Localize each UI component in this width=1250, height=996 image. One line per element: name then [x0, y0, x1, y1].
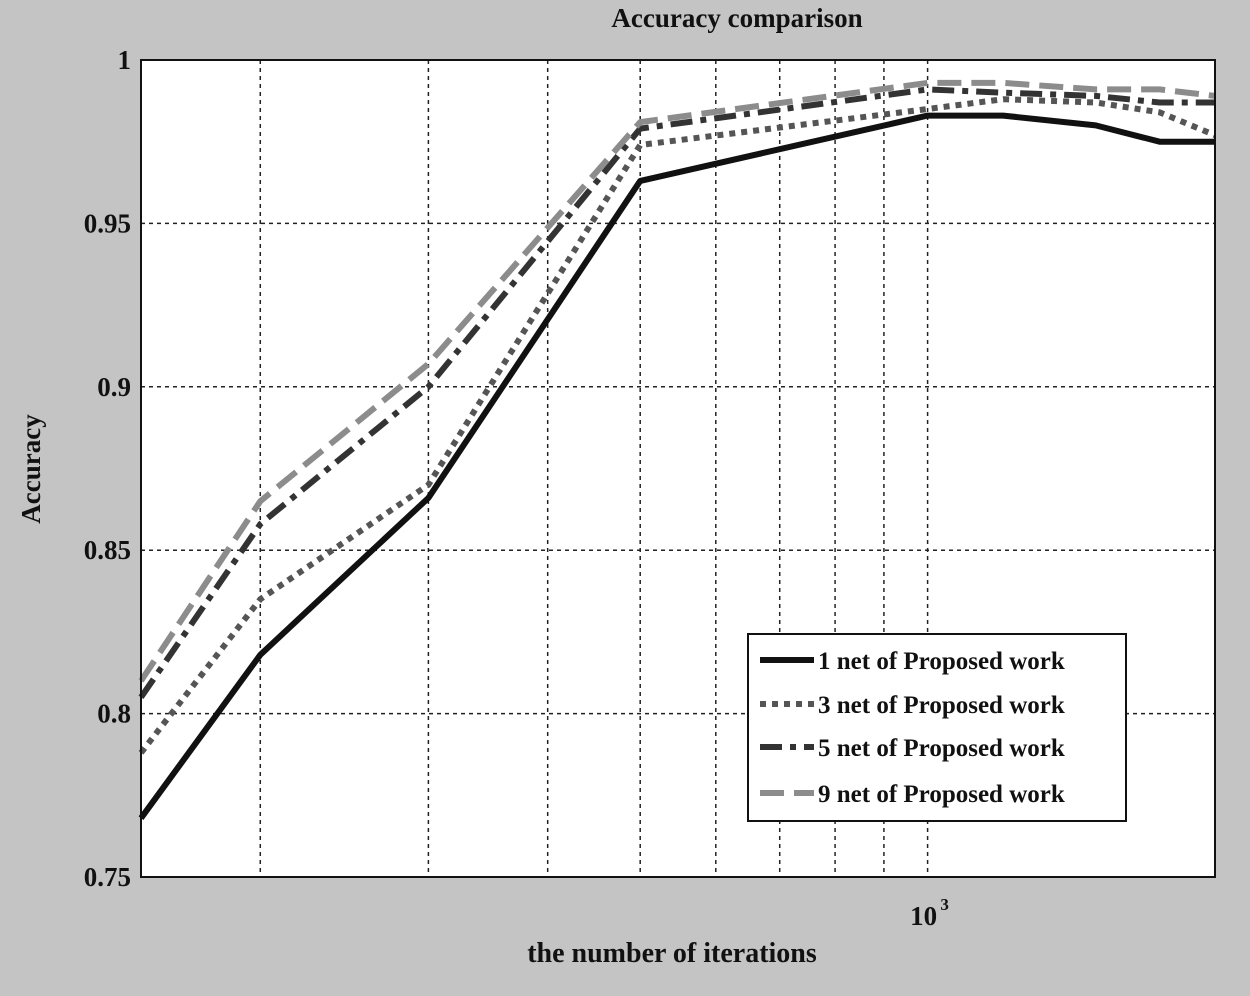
data-point-s1-3: [639, 179, 642, 182]
data-point-s3-4: [926, 88, 929, 91]
data-point-s3-6: [1094, 94, 1097, 97]
data-point-s2-6: [1094, 101, 1097, 104]
data-point-s2-3: [639, 144, 642, 147]
y-tick-label-0: 0.75: [84, 862, 131, 892]
data-point-s4-2: [427, 362, 430, 365]
y-tick-label-5: 1: [118, 45, 132, 75]
legend: 1 net of Proposed work 3 net of Proposed …: [747, 633, 1127, 822]
data-point-s1-1: [259, 653, 262, 656]
data-point-s4-1: [259, 500, 262, 503]
data-point-s1-5: [1002, 114, 1005, 117]
legend-box: [747, 633, 1127, 822]
chart-title: Accuracy comparison: [611, 3, 862, 33]
data-point-s1-6: [1094, 124, 1097, 127]
data-point-s2-7: [1158, 111, 1161, 114]
series-line-2: [138, 96, 1217, 755]
data-point-s3-7: [1158, 101, 1161, 104]
data-point-s1-2: [427, 496, 430, 499]
x-tick-label-0: 10 3: [910, 895, 949, 931]
x-axis-label: the number of iterations: [527, 938, 817, 969]
plot-frame: [140, 59, 1216, 878]
data-point-s4-6: [1094, 88, 1097, 91]
x-tick-label-base: 10: [910, 901, 937, 931]
data-point-s3-1: [259, 523, 262, 526]
y-tick-label-3: 0.9: [97, 372, 131, 402]
y-tick-label-2: 0.85: [84, 535, 131, 565]
y-tick-label-4: 0.95: [84, 208, 131, 238]
series-line-3: [138, 86, 1215, 700]
data-point-s2-2: [427, 483, 430, 486]
legend-label-1: 1 net of Proposed work: [818, 648, 1065, 675]
data-point-s4-7: [1158, 88, 1161, 91]
y-axis-label: Accuracy: [16, 414, 46, 524]
series-layer: [138, 79, 1217, 820]
legend-label-3: 5 net of Proposed work: [818, 735, 1065, 762]
axis-layer: 0.75 0.8 0.85 0.9 0.95 1 10 3: [84, 45, 949, 931]
series-line-4: [138, 79, 1216, 683]
data-point-s1-4: [926, 114, 929, 117]
data-point-s4-4: [926, 81, 929, 84]
x-tick-label-exponent: 3: [940, 895, 949, 914]
data-point-s3-2: [427, 385, 430, 388]
legend-label-4: 9 net of Proposed work: [818, 781, 1065, 808]
legend-label-2: 3 net of Proposed work: [818, 692, 1065, 719]
y-tick-label-1: 0.8: [97, 699, 131, 729]
data-point-s3-5: [1002, 91, 1005, 94]
data-point-s4-3: [639, 121, 642, 124]
data-point-s2-1: [259, 598, 262, 601]
data-point-s2-4: [926, 108, 929, 111]
data-point-s2-5: [1002, 98, 1005, 101]
data-point-s4-5: [1002, 81, 1005, 84]
series-line-1: [138, 112, 1215, 820]
data-point-s1-7: [1158, 140, 1161, 143]
